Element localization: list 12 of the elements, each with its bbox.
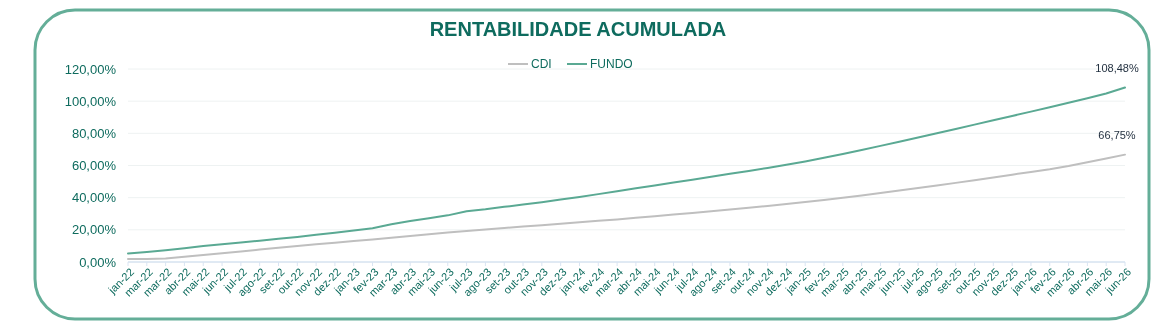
- chart-title: RENTABILIDADE ACUMULADA: [429, 18, 727, 40]
- legend-label: FUNDO: [590, 57, 633, 72]
- y-tick-label: 100,00%: [64, 93, 117, 109]
- data-label: 108,48%: [1095, 61, 1139, 74]
- data-label: 66,75%: [1098, 128, 1136, 141]
- y-tick-label: 80,00%: [71, 125, 117, 141]
- legend-label: CDI: [531, 57, 552, 72]
- y-tick-label: 40,00%: [71, 190, 117, 206]
- y-tick-label: 60,00%: [71, 158, 117, 174]
- y-tick-label: 0,00%: [79, 254, 117, 270]
- y-tick-label: 20,00%: [71, 222, 117, 238]
- y-tick-label: 120,00%: [64, 61, 117, 77]
